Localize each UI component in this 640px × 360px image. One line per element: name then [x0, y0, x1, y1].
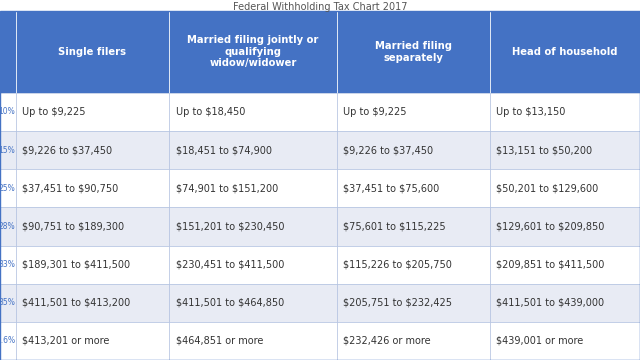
- Bar: [16, 322, 169, 360]
- Bar: [490, 93, 640, 131]
- Bar: [490, 284, 640, 322]
- Bar: [169, 284, 337, 322]
- Text: \$189,301 to \$411,500: \$189,301 to \$411,500: [22, 260, 131, 270]
- Bar: [490, 207, 640, 246]
- Bar: [337, 207, 490, 246]
- Bar: [337, 284, 490, 322]
- Text: \$151,201 to \$230,450: \$151,201 to \$230,450: [175, 221, 284, 231]
- Bar: [490, 246, 640, 284]
- Text: 15%: 15%: [0, 145, 15, 154]
- Bar: [169, 207, 337, 246]
- Text: \$9,226 to \$37,450: \$9,226 to \$37,450: [22, 145, 112, 155]
- Text: Federal Withholding Tax Chart 2017: Federal Withholding Tax Chart 2017: [233, 2, 407, 12]
- Text: 35%: 35%: [0, 298, 15, 307]
- Bar: [0, 169, 16, 207]
- Bar: [0, 246, 16, 284]
- Text: \$411,501 to \$439,000: \$411,501 to \$439,000: [496, 298, 604, 308]
- Bar: [337, 246, 490, 284]
- Text: 10%: 10%: [0, 107, 15, 116]
- Text: \$232,426 or more: \$232,426 or more: [344, 336, 431, 346]
- Text: \$74,901 to \$151,200: \$74,901 to \$151,200: [175, 183, 278, 193]
- Text: \$75,601 to \$115,225: \$75,601 to \$115,225: [344, 221, 446, 231]
- Bar: [0, 11, 16, 93]
- Text: \$37,451 to \$90,750: \$37,451 to \$90,750: [22, 183, 118, 193]
- Text: 33%: 33%: [0, 260, 15, 269]
- Bar: [337, 11, 490, 93]
- Text: \$230,451 to \$411,500: \$230,451 to \$411,500: [175, 260, 284, 270]
- Text: Married filing
separately: Married filing separately: [375, 41, 452, 63]
- Text: \$411,501 to \$464,850: \$411,501 to \$464,850: [175, 298, 284, 308]
- Text: Up to \$13,150: Up to \$13,150: [496, 107, 566, 117]
- Bar: [490, 322, 640, 360]
- Bar: [16, 207, 169, 246]
- Bar: [169, 131, 337, 169]
- Bar: [16, 131, 169, 169]
- Text: \$464,851 or more: \$464,851 or more: [175, 336, 263, 346]
- Text: \$115,226 to \$205,750: \$115,226 to \$205,750: [344, 260, 452, 270]
- Bar: [16, 93, 169, 131]
- Bar: [16, 169, 169, 207]
- Bar: [169, 93, 337, 131]
- Text: \$205,751 to \$232,425: \$205,751 to \$232,425: [344, 298, 452, 308]
- Text: 28%: 28%: [0, 222, 15, 231]
- Bar: [0, 93, 16, 131]
- Text: \$13,151 to \$50,200: \$13,151 to \$50,200: [496, 145, 593, 155]
- Bar: [490, 131, 640, 169]
- Bar: [169, 169, 337, 207]
- Text: \$37,451 to \$75,600: \$37,451 to \$75,600: [344, 183, 440, 193]
- Bar: [337, 169, 490, 207]
- Bar: [0, 284, 16, 322]
- Bar: [337, 322, 490, 360]
- Text: Up to \$18,450: Up to \$18,450: [175, 107, 245, 117]
- Text: Up to \$9,225: Up to \$9,225: [22, 107, 86, 117]
- Bar: [337, 93, 490, 131]
- Bar: [0, 131, 16, 169]
- Bar: [169, 322, 337, 360]
- Text: \$413,201 or more: \$413,201 or more: [22, 336, 109, 346]
- Bar: [169, 11, 337, 93]
- Text: \$129,601 to \$209,850: \$129,601 to \$209,850: [496, 221, 605, 231]
- Text: Up to \$9,225: Up to \$9,225: [344, 107, 407, 117]
- Bar: [16, 284, 169, 322]
- Bar: [16, 11, 169, 93]
- Text: \$9,226 to \$37,450: \$9,226 to \$37,450: [344, 145, 434, 155]
- Bar: [0, 322, 16, 360]
- Text: \$90,751 to \$189,300: \$90,751 to \$189,300: [22, 221, 124, 231]
- Bar: [16, 246, 169, 284]
- Bar: [490, 169, 640, 207]
- Text: 39.6%: 39.6%: [0, 336, 15, 345]
- Text: \$411,501 to \$413,200: \$411,501 to \$413,200: [22, 298, 131, 308]
- Text: \$18,451 to \$74,900: \$18,451 to \$74,900: [175, 145, 271, 155]
- Text: \$50,201 to \$129,600: \$50,201 to \$129,600: [496, 183, 598, 193]
- Text: Single filers: Single filers: [58, 47, 127, 57]
- Text: \$209,851 to \$411,500: \$209,851 to \$411,500: [496, 260, 605, 270]
- Bar: [169, 246, 337, 284]
- Bar: [490, 11, 640, 93]
- Text: Married filing jointly or
qualifying
widow/widower: Married filing jointly or qualifying wid…: [188, 35, 319, 68]
- Text: Head of household: Head of household: [513, 47, 618, 57]
- Text: \$439,001 or more: \$439,001 or more: [496, 336, 584, 346]
- Bar: [337, 131, 490, 169]
- Text: 25%: 25%: [0, 184, 15, 193]
- Bar: [0, 207, 16, 246]
